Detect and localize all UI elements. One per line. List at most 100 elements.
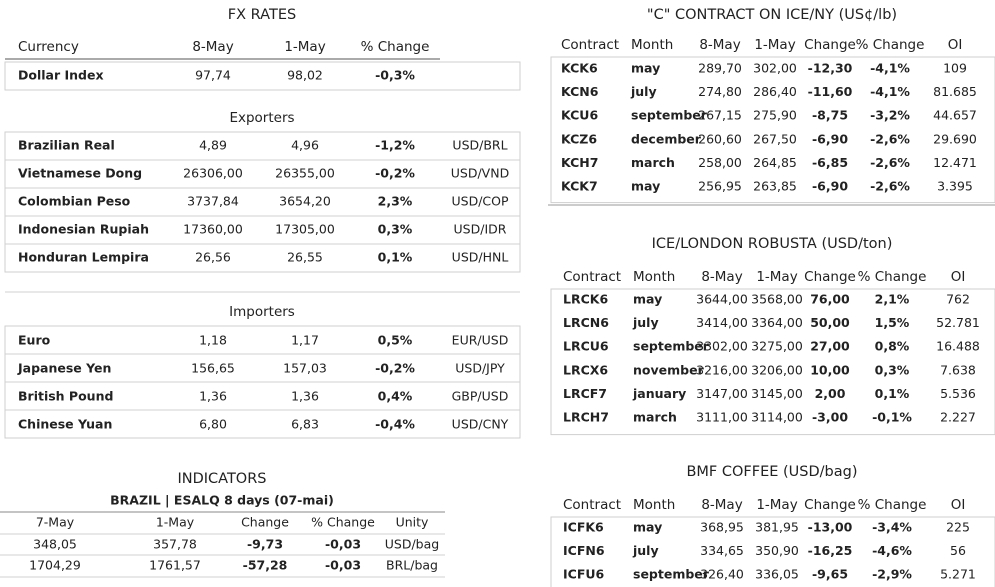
cell: KCU6	[561, 108, 598, 123]
cell: 1,36	[291, 389, 319, 404]
cell: -16,25	[808, 543, 853, 558]
cell: -4,1%	[870, 84, 910, 99]
cell: 3414,00	[696, 315, 748, 330]
cell: july	[632, 315, 659, 330]
cell: -11,60	[808, 84, 853, 99]
cell: USD/VND	[451, 166, 509, 181]
column-header: Change	[804, 497, 856, 513]
cell: 3275,00	[751, 339, 803, 354]
cell: july	[632, 543, 659, 558]
cell: 81.685	[933, 84, 977, 99]
cell: 16.488	[936, 339, 980, 354]
cell: 3654,20	[279, 194, 331, 209]
column-header: Contract	[563, 269, 621, 285]
cell: 326,40	[700, 567, 744, 582]
cell: 97,74	[195, 68, 231, 83]
cell: -4,1%	[870, 61, 910, 76]
cell: -3,00	[812, 410, 848, 425]
column-header: 7-May	[36, 515, 75, 530]
cell: -3,4%	[872, 520, 912, 535]
cell: 258,00	[698, 155, 742, 170]
cell: 3216,00	[696, 362, 748, 377]
cell: 0,5%	[378, 333, 413, 348]
cell: 17360,00	[183, 222, 243, 237]
cell: may	[631, 61, 660, 76]
cell: EUR/USD	[452, 333, 509, 348]
column-header: Unity	[396, 515, 429, 530]
cell: december	[631, 131, 702, 146]
cell: KCH7	[561, 155, 598, 170]
cell: 1761,57	[149, 558, 201, 573]
cell: 2,1%	[875, 292, 910, 307]
cell: LRCU6	[563, 339, 609, 354]
cell: LRCK6	[563, 292, 608, 307]
cell: LRCX6	[563, 362, 608, 377]
cell: -6,90	[812, 179, 848, 194]
cell: 302,00	[753, 61, 797, 76]
cell: -2,6%	[870, 131, 910, 146]
cell: 0,3%	[875, 362, 910, 377]
column-header: % Change	[311, 515, 375, 530]
cell: Colombian Peso	[18, 194, 131, 209]
cell: -0,2%	[375, 361, 415, 376]
column-header: 1-May	[284, 39, 325, 55]
cell: -4,6%	[872, 543, 912, 558]
column-header: OI	[951, 497, 966, 513]
column-header: Change	[241, 515, 289, 530]
cell: 3147,00	[696, 386, 748, 401]
cell: 12.471	[933, 155, 977, 170]
cell: may	[633, 520, 662, 535]
cell: 1704,29	[29, 558, 81, 573]
table-frame	[4, 131, 521, 273]
column-header: Contract	[563, 497, 621, 513]
cell: may	[633, 292, 662, 307]
cell: 368,95	[700, 520, 744, 535]
column-header: Change	[804, 37, 856, 53]
cell: Honduran Lempira	[18, 250, 149, 265]
cell: LRCF7	[563, 386, 607, 401]
column-header: % Change	[858, 269, 927, 285]
cell: KCZ6	[561, 131, 597, 146]
cell: -6,90	[812, 131, 848, 146]
section-title: Importers	[229, 304, 295, 320]
cell: LRCH7	[563, 410, 609, 425]
cell: -2,6%	[870, 155, 910, 170]
cell: 274,80	[698, 84, 742, 99]
cell: march	[633, 410, 677, 425]
cell: 267,50	[753, 131, 797, 146]
cell: LRCN6	[563, 315, 609, 330]
cell: 357,78	[153, 537, 197, 552]
cell: july	[630, 84, 657, 99]
section-title: Exporters	[229, 110, 294, 126]
cell: 5.271	[940, 567, 976, 582]
column-header: 8-May	[699, 37, 740, 53]
cell: 27,00	[810, 339, 850, 354]
section-title: BMF COFFEE (USD/bag)	[686, 464, 857, 480]
cell: -6,85	[812, 155, 848, 170]
cell: Indonesian Rupiah	[18, 222, 149, 237]
cell: 26,55	[287, 250, 323, 265]
cell: Euro	[18, 333, 51, 348]
cell: 256,95	[698, 179, 742, 194]
cell: KCK7	[561, 179, 598, 194]
cell: -1,2%	[375, 138, 415, 153]
cell: Dollar Index	[18, 68, 104, 83]
cell: 286,40	[753, 84, 797, 99]
cell: 260,60	[698, 131, 742, 146]
column-header: Month	[633, 269, 675, 285]
cell: 350,90	[755, 543, 799, 558]
cell: USD/CNY	[452, 417, 509, 432]
cell: USD/BRL	[452, 138, 507, 153]
cell: 3302,00	[696, 339, 748, 354]
cell: 109	[943, 61, 967, 76]
column-header: 1-May	[754, 37, 795, 53]
column-header: 1-May	[756, 497, 797, 513]
cell: 348,05	[33, 537, 77, 552]
cell: 2.227	[940, 410, 976, 425]
cell: -0,3%	[375, 68, 415, 83]
cell: 17305,00	[275, 222, 335, 237]
section-title: INDICATORS	[177, 471, 266, 487]
cell: -9,73	[247, 537, 283, 552]
cell: 2,00	[815, 386, 846, 401]
